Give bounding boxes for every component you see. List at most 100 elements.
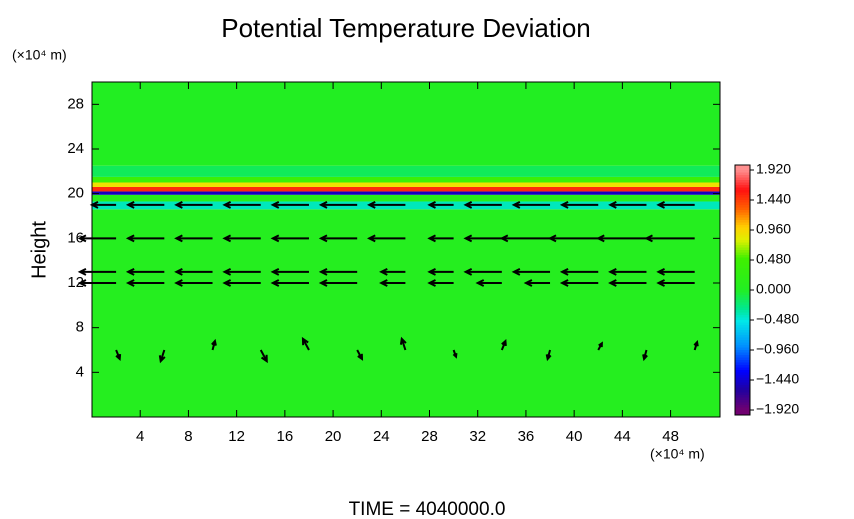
colorbar-cell xyxy=(735,332,750,336)
y-tick-label: 8 xyxy=(76,319,84,336)
x-tick-label: 16 xyxy=(277,428,294,445)
colorbar-cell xyxy=(735,170,750,173)
vector-arrow xyxy=(656,200,695,209)
colorbar-cell xyxy=(735,167,750,171)
vector-arrow xyxy=(366,200,406,209)
vector-arrow xyxy=(259,349,268,364)
vector-arrow xyxy=(222,267,261,276)
colorbar-cell xyxy=(735,250,750,253)
colorbar-cell xyxy=(735,375,750,378)
colorbar-tick-label: −0.960 xyxy=(756,341,799,357)
colorbar-tick-label: 0.480 xyxy=(756,251,791,267)
y-unit: (×10⁴ m) xyxy=(12,47,67,63)
colorbar-cell xyxy=(735,315,750,318)
vector-arrow xyxy=(125,267,165,276)
colorbar-cell xyxy=(735,240,750,243)
colorbar-cell xyxy=(735,397,750,401)
vector-arrow xyxy=(559,200,599,209)
colorbar-cell xyxy=(735,295,750,298)
colorbar-cell xyxy=(735,252,750,256)
colorbar-cell xyxy=(735,292,750,296)
colorbar-cell xyxy=(735,217,750,221)
colorbar-cell xyxy=(735,407,750,411)
colorbar-cell xyxy=(735,402,750,406)
colorbar-cell xyxy=(735,280,750,283)
vector-arrow xyxy=(463,267,502,276)
colorbar-cell xyxy=(735,177,750,181)
colorbar-cell xyxy=(735,365,750,368)
colorbar-cell xyxy=(735,317,750,321)
colorbar-cell xyxy=(735,345,750,348)
vector-arrow xyxy=(77,267,117,276)
colorbar-cell xyxy=(735,372,750,376)
colorbar-cell xyxy=(735,382,750,386)
colorbar-cell xyxy=(735,282,750,286)
field-band xyxy=(92,182,720,187)
vector-arrow xyxy=(511,267,551,276)
colorbar-cell xyxy=(735,215,750,218)
colorbar-cell xyxy=(735,235,750,238)
vector-arrow xyxy=(596,234,647,243)
vector-arrow xyxy=(523,279,551,287)
colorbar-cell xyxy=(735,212,750,216)
x-tick-label: 36 xyxy=(518,428,535,445)
vector-arrow xyxy=(318,279,358,287)
colorbar-tick-label: −0.480 xyxy=(756,311,799,327)
colorbar-cell xyxy=(735,312,750,316)
colorbar-cell xyxy=(735,225,750,228)
plot-frame xyxy=(91,81,721,418)
colorbar-cell xyxy=(735,337,750,341)
colorbar-cell xyxy=(735,355,750,358)
colorbar-cell xyxy=(735,352,750,356)
vector-arrow xyxy=(642,349,648,362)
colorbar-cell xyxy=(735,285,750,288)
colorbar-cell xyxy=(735,390,750,393)
colorbar-cell xyxy=(735,257,750,261)
colorbar-cell xyxy=(735,347,750,351)
colorbar-cell xyxy=(735,357,750,361)
field-band xyxy=(92,82,720,166)
colorbar-cell xyxy=(735,260,750,263)
colorbar-cell xyxy=(735,187,750,191)
colorbar-cell xyxy=(735,262,750,266)
colorbar-cell xyxy=(735,335,750,338)
colorbar-cell xyxy=(735,320,750,323)
vector-arrow xyxy=(125,200,165,209)
vector-arrow xyxy=(545,349,552,362)
vector-arrow xyxy=(174,279,213,287)
vector-arrow xyxy=(318,267,358,276)
colorbar-cell xyxy=(735,180,750,183)
x-tick-label: 20 xyxy=(325,428,342,445)
vector-arrow xyxy=(174,234,213,243)
vector-arrow xyxy=(656,267,695,276)
colorbar-cell xyxy=(735,360,750,363)
x-tick-label: 4 xyxy=(136,428,144,445)
colorbar-cell xyxy=(735,362,750,366)
colorbar-cell xyxy=(735,275,750,278)
vector-arrow xyxy=(270,279,309,287)
colorbar-cell xyxy=(735,287,750,291)
vector-arrow xyxy=(427,279,454,287)
colorbar-cell xyxy=(735,325,750,328)
vector-arrow xyxy=(644,234,695,243)
vector-arrow xyxy=(318,200,358,209)
colorbar-cell xyxy=(735,255,750,258)
colorbar-cell xyxy=(735,322,750,326)
y-tick-label: 28 xyxy=(67,95,84,112)
y-tick-label: 12 xyxy=(67,274,84,291)
vector-arrow xyxy=(222,279,261,287)
vector-arrow xyxy=(125,234,165,243)
colorbar-cell xyxy=(735,327,750,331)
colorbar-tick-label: 0.000 xyxy=(756,281,791,297)
colorbar-cell xyxy=(735,342,750,346)
colorbar-cell xyxy=(735,270,750,273)
colorbar-cell xyxy=(735,222,750,226)
colorbar-cell xyxy=(735,310,750,313)
colorbar-cell xyxy=(735,277,750,281)
colorbar-cell xyxy=(735,210,750,213)
vector-arrow xyxy=(452,349,458,359)
field-band xyxy=(92,201,720,210)
vector-arrow xyxy=(499,234,551,243)
vector-arrow xyxy=(158,349,166,364)
